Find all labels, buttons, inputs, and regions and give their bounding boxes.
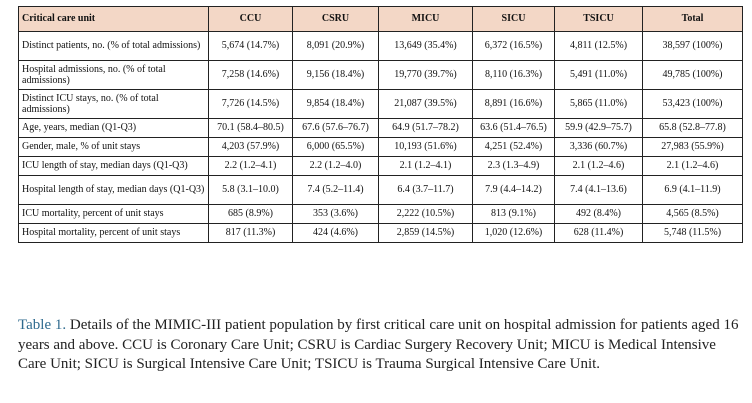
row-label-cell: Age, years, median (Q1-Q3) xyxy=(18,118,209,138)
table-row: Distinct patients, no. (% of total admis… xyxy=(18,31,743,61)
value-cell: 6.9 (4.1–11.9) xyxy=(642,175,743,205)
row-label-cell: Gender, male, % of unit stays xyxy=(18,137,209,157)
value-cell: 2.3 (1.3–4.9) xyxy=(472,156,555,176)
value-cell: 7.4 (5.2–11.4) xyxy=(292,175,379,205)
header-cell-unit: Critical care unit xyxy=(18,6,209,32)
row-label-cell: Distinct ICU stays, no. (% of total admi… xyxy=(18,89,209,119)
value-cell: 4,251 (52.4%) xyxy=(472,137,555,157)
row-label-cell: ICU length of stay, median days (Q1-Q3) xyxy=(18,156,209,176)
header-cell-ccu: CCU xyxy=(208,6,293,32)
header-row: Critical care unit CCU CSRU MICU SICU TS… xyxy=(18,6,743,32)
table-row: Hospital mortality, percent of unit stay… xyxy=(18,223,743,243)
value-cell: 19,770 (39.7%) xyxy=(378,60,473,90)
value-cell: 2.1 (1.2–4.6) xyxy=(554,156,643,176)
value-cell: 2.1 (1.2–4.1) xyxy=(378,156,473,176)
value-cell: 6.4 (3.7–11.7) xyxy=(378,175,473,205)
value-cell: 5,674 (14.7%) xyxy=(208,31,293,61)
table-row: Gender, male, % of unit stays 4,203 (57.9… xyxy=(18,137,743,157)
value-cell: 2,859 (14.5%) xyxy=(378,223,473,243)
value-cell: 8,091 (20.9%) xyxy=(292,31,379,61)
value-cell: 2,222 (10.5%) xyxy=(378,204,473,224)
value-cell: 817 (11.3%) xyxy=(208,223,293,243)
value-cell: 5,748 (11.5%) xyxy=(642,223,743,243)
value-cell: 7,258 (14.6%) xyxy=(208,60,293,90)
value-cell: 63.6 (51.4–76.5) xyxy=(472,118,555,138)
value-cell: 2.2 (1.2–4.0) xyxy=(292,156,379,176)
value-cell: 8,891 (16.6%) xyxy=(472,89,555,119)
value-cell: 2.1 (1.2–4.6) xyxy=(642,156,743,176)
table-row: ICU length of stay, median days (Q1-Q3) 2… xyxy=(18,156,743,176)
row-label-cell: Hospital admissions, no. (% of total adm… xyxy=(18,60,209,90)
header-cell-micu: MICU xyxy=(378,6,473,32)
header-cell-sicu: SICU xyxy=(472,6,555,32)
caption-label: Table 1. xyxy=(18,317,67,333)
value-cell: 21,087 (39.5%) xyxy=(378,89,473,119)
caption-text: Details of the MIMIC-III patient populat… xyxy=(18,317,739,372)
value-cell: 13,649 (35.4%) xyxy=(378,31,473,61)
header-cell-csru: CSRU xyxy=(292,6,379,32)
header-cell-tsicu: TSICU xyxy=(554,6,643,32)
value-cell: 7,726 (14.5%) xyxy=(208,89,293,119)
value-cell: 8,110 (16.3%) xyxy=(472,60,555,90)
value-cell: 353 (3.6%) xyxy=(292,204,379,224)
value-cell: 70.1 (58.4–80.5) xyxy=(208,118,293,138)
value-cell: 3,336 (60.7%) xyxy=(554,137,643,157)
row-label-cell: Hospital mortality, percent of unit stay… xyxy=(18,223,209,243)
value-cell: 492 (8.4%) xyxy=(554,204,643,224)
table-row: Hospital admissions, no. (% of total adm… xyxy=(18,60,743,90)
value-cell: 49,785 (100%) xyxy=(642,60,743,90)
value-cell: 7.4 (4.1–13.6) xyxy=(554,175,643,205)
value-cell: 5,865 (11.0%) xyxy=(554,89,643,119)
mimic-population-table: Critical care unit CCU CSRU MICU SICU TS… xyxy=(18,6,743,243)
value-cell: 6,372 (16.5%) xyxy=(472,31,555,61)
header-cell-total: Total xyxy=(642,6,743,32)
row-label-cell: Hospital length of stay, median days (Q1… xyxy=(18,175,209,205)
value-cell: 67.6 (57.6–76.7) xyxy=(292,118,379,138)
value-cell: 685 (8.9%) xyxy=(208,204,293,224)
table-row: Age, years, median (Q1-Q3) 70.1 (58.4–80.… xyxy=(18,118,743,138)
value-cell: 9,156 (18.4%) xyxy=(292,60,379,90)
row-label-cell: ICU mortality, percent of unit stays xyxy=(18,204,209,224)
value-cell: 813 (9.1%) xyxy=(472,204,555,224)
value-cell: 27,983 (55.9%) xyxy=(642,137,743,157)
value-cell: 65.8 (52.8–77.8) xyxy=(642,118,743,138)
table-body: Distinct patients, no. (% of total admis… xyxy=(18,31,743,243)
value-cell: 2.2 (1.2–4.1) xyxy=(208,156,293,176)
value-cell: 4,203 (57.9%) xyxy=(208,137,293,157)
table-header: Critical care unit CCU CSRU MICU SICU TS… xyxy=(18,6,743,32)
table-row: ICU mortality, percent of unit stays 685 … xyxy=(18,204,743,224)
value-cell: 628 (11.4%) xyxy=(554,223,643,243)
value-cell: 10,193 (51.6%) xyxy=(378,137,473,157)
table-row: Distinct ICU stays, no. (% of total admi… xyxy=(18,89,743,119)
table-row: Hospital length of stay, median days (Q1… xyxy=(18,175,743,205)
value-cell: 4,565 (8.5%) xyxy=(642,204,743,224)
value-cell: 4,811 (12.5%) xyxy=(554,31,643,61)
table-caption: Table 1. Details of the MIMIC-III patien… xyxy=(18,316,744,375)
value-cell: 6,000 (65.5%) xyxy=(292,137,379,157)
value-cell: 53,423 (100%) xyxy=(642,89,743,119)
value-cell: 5,491 (11.0%) xyxy=(554,60,643,90)
value-cell: 64.9 (51.7–78.2) xyxy=(378,118,473,138)
value-cell: 7.9 (4.4–14.2) xyxy=(472,175,555,205)
value-cell: 59.9 (42.9–75.7) xyxy=(554,118,643,138)
value-cell: 5.8 (3.1–10.0) xyxy=(208,175,293,205)
value-cell: 9,854 (18.4%) xyxy=(292,89,379,119)
value-cell: 424 (4.6%) xyxy=(292,223,379,243)
row-label-cell: Distinct patients, no. (% of total admis… xyxy=(18,31,209,61)
value-cell: 38,597 (100%) xyxy=(642,31,743,61)
value-cell: 1,020 (12.6%) xyxy=(472,223,555,243)
